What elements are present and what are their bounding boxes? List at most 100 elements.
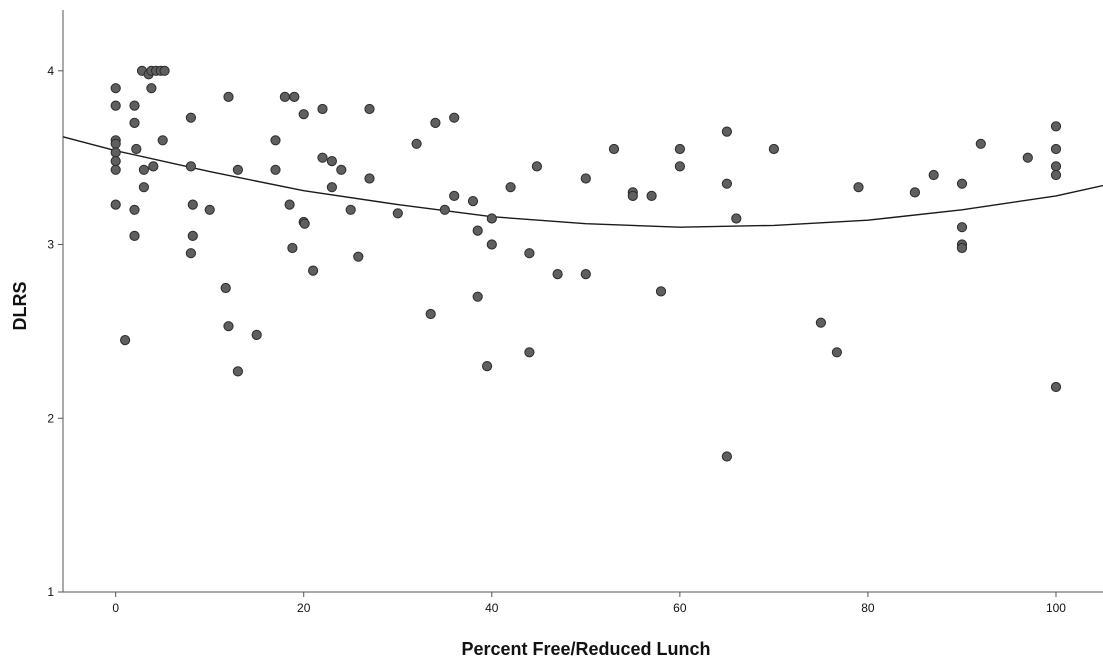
data-point [721,126,733,137]
data-point [608,143,620,155]
data-point [467,196,479,207]
data-point [110,164,121,175]
data-point [223,91,234,103]
data-point [270,135,281,146]
data-point [449,190,460,201]
data-point [326,182,337,193]
data-point [909,187,921,198]
x-tick-label: 0 [112,601,119,615]
data-point [129,100,140,111]
data-point [287,242,298,254]
data-point [336,164,347,175]
data-point [129,117,140,129]
data-point [187,230,198,241]
data-point [110,199,121,210]
data-point [482,361,493,372]
data-point [674,161,686,172]
data-point [279,91,290,103]
y-tick-label: 4 [47,64,54,78]
data-point [345,204,356,215]
data-point [831,347,843,358]
data-point [232,366,243,377]
data-point [524,248,535,259]
data-point [220,282,231,294]
data-point [120,335,131,346]
data-point [317,103,328,115]
data-point [721,178,733,189]
y-tick-label: 2 [47,411,54,425]
data-point [486,213,497,224]
data-point [486,239,497,250]
data-point [131,143,142,155]
data-point [232,164,243,175]
fit-line [62,136,1103,228]
data-point [853,182,864,193]
data-point [531,161,543,172]
data-point [430,117,441,129]
x-tick-label: 100 [1046,601,1066,615]
x-axis-title: Percent Free/Reduced Lunch [461,639,710,658]
data-point [768,143,780,155]
y-tick-label: 3 [47,238,54,252]
data-point [270,164,281,175]
data-point [146,83,157,94]
data-point [284,199,295,210]
data-point [439,204,450,215]
data-point [472,291,483,302]
data-point [298,109,309,120]
data-point [411,138,422,149]
data-point [364,173,375,184]
data-point [148,161,159,172]
data-point [129,230,140,241]
data-point [449,112,460,123]
data-point [110,147,121,158]
data-point [157,135,168,146]
data-point [289,91,300,103]
y-tick-label: 1 [47,585,54,599]
data-point [1050,121,1062,132]
data-point [251,329,262,340]
data-point [1022,152,1033,163]
data-point [646,190,657,201]
x-tick-label: 20 [297,601,311,615]
data-point [204,204,215,215]
data-point [299,218,310,229]
data-point [185,112,196,123]
data-point [1050,381,1062,393]
data-point [655,286,667,297]
data-point [425,308,436,320]
x-axis: 0 20 40 60 80 100 [63,591,1103,615]
data-point [627,190,638,201]
data-point [110,156,121,167]
data-point [505,182,516,193]
data-point [956,222,968,233]
data-point [928,169,939,181]
data-point [472,225,483,236]
data-point [326,156,337,167]
data-point [129,204,140,215]
data-point [524,347,535,358]
y-axis: 1 2 3 4 [47,10,64,599]
data-point [1050,143,1062,155]
x-tick-label: 60 [673,601,687,615]
fit-line-layer [62,136,1103,228]
data-point [364,103,375,115]
data-point [956,178,968,189]
data-point [138,164,149,175]
data-point [185,248,196,259]
data-point [110,83,121,94]
data-point [731,213,742,224]
x-tick-label: 80 [861,601,875,615]
data-point [392,208,403,219]
data-point [110,100,121,111]
data-point [1050,169,1062,181]
data-point [815,317,827,328]
data-point [223,321,234,332]
data-point [956,242,968,254]
data-point [552,269,563,280]
data-points-layer [110,65,1062,462]
data-point [580,269,591,280]
data-point [185,161,196,172]
data-point [138,182,149,193]
data-point [674,143,686,155]
